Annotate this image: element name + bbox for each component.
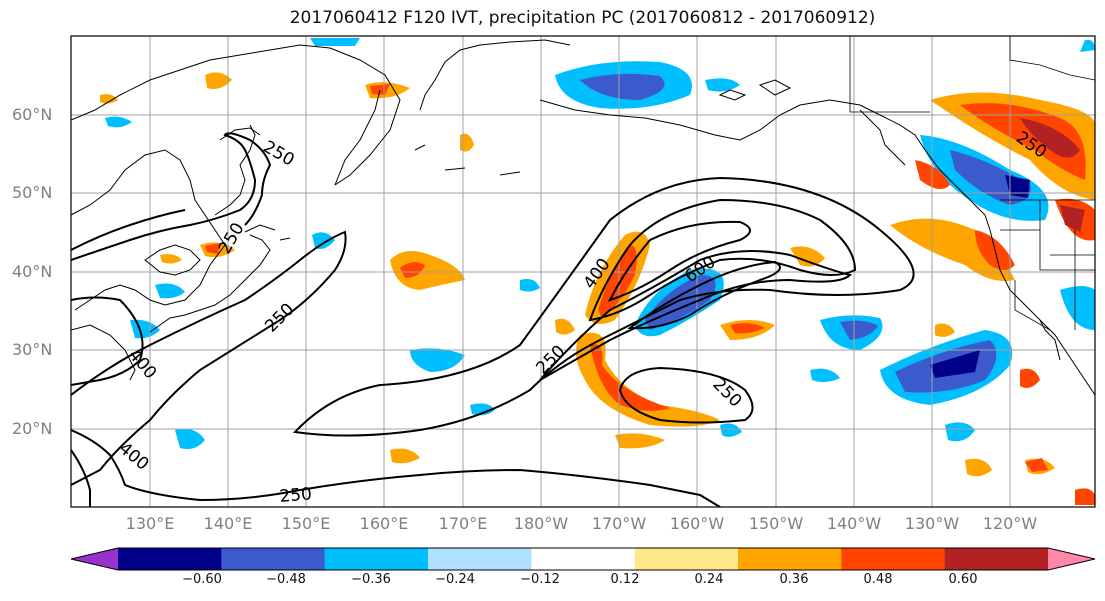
colorbar-tick-label: −0.60 <box>182 572 222 587</box>
colorbar-extend-high <box>1048 548 1095 570</box>
map-frame <box>70 35 1096 508</box>
lon-label-170w: 170°W <box>591 514 647 533</box>
colorbar-tick-label: 0.24 <box>694 572 724 587</box>
colorbar-segment <box>428 548 532 570</box>
lat-label-40n: 40°N <box>12 262 53 281</box>
lon-label-140e: 140°E <box>203 514 253 533</box>
map-title: 2017060412 F120 IVT, precipitation PC (2… <box>289 8 876 28</box>
colorbar-tick-label: 0.60 <box>948 572 978 587</box>
coastlines <box>71 39 1095 396</box>
lon-label-160e: 160°E <box>359 514 409 533</box>
colorbar-tick-label: −0.24 <box>435 572 475 587</box>
colorbar-tick-label: 0.36 <box>779 572 809 587</box>
colorbar <box>70 547 1096 571</box>
lon-label-180w: 180°W <box>513 514 569 533</box>
colorbar-tick-label: −0.48 <box>266 572 306 587</box>
colorbar-segment <box>531 548 636 570</box>
contour-label: 250 <box>261 299 298 336</box>
contour-label: 400 <box>124 345 160 383</box>
contour-label: 250 <box>279 484 313 507</box>
colorbar-segment <box>221 548 326 570</box>
colorbar-tick-label: 0.48 <box>863 572 893 587</box>
lat-label-20n: 20°N <box>12 419 53 438</box>
lon-label-150w: 150°W <box>748 514 804 533</box>
ivt-contours <box>71 132 915 507</box>
positive-precip-shading <box>100 72 1095 505</box>
colorbar-segment <box>944 548 1049 570</box>
colorbar-segments <box>70 547 1096 571</box>
contour-label: 250 <box>260 137 298 171</box>
colorbar-tick-label: −0.12 <box>520 572 560 587</box>
colorbar-segment <box>738 548 842 570</box>
map-panel: 250 250 250 250 250 250 250 400 400 400 … <box>70 35 1096 508</box>
colorbar-segment <box>118 548 222 570</box>
lon-label-170e: 170°E <box>438 514 488 533</box>
lon-label-120w: 120°W <box>982 514 1038 533</box>
colorbar-tick-label: −0.36 <box>351 572 391 587</box>
colorbar-segment <box>634 548 739 570</box>
lat-label-60n: 60°N <box>12 105 53 124</box>
lon-label-140w: 140°W <box>826 514 882 533</box>
lat-label-50n: 50°N <box>12 183 53 202</box>
contour-label: 250 <box>532 341 569 378</box>
lat-label-30n: 30°N <box>12 340 53 359</box>
state-borders <box>849 36 1095 331</box>
colorbar-tick-label: 0.12 <box>610 572 640 587</box>
colorbar-extend-low <box>71 548 118 570</box>
lon-label-150e: 150°E <box>281 514 331 533</box>
graticule <box>71 36 1095 507</box>
colorbar-outline <box>70 547 1096 571</box>
lon-label-130e: 130°E <box>125 514 175 533</box>
contour-label: 400 <box>115 439 153 475</box>
lon-label-130w: 130°W <box>904 514 960 533</box>
colorbar-segment <box>841 548 946 570</box>
contour-label: 250 <box>708 374 745 411</box>
colorbar-segment <box>324 548 429 570</box>
lon-label-160w: 160°W <box>669 514 725 533</box>
